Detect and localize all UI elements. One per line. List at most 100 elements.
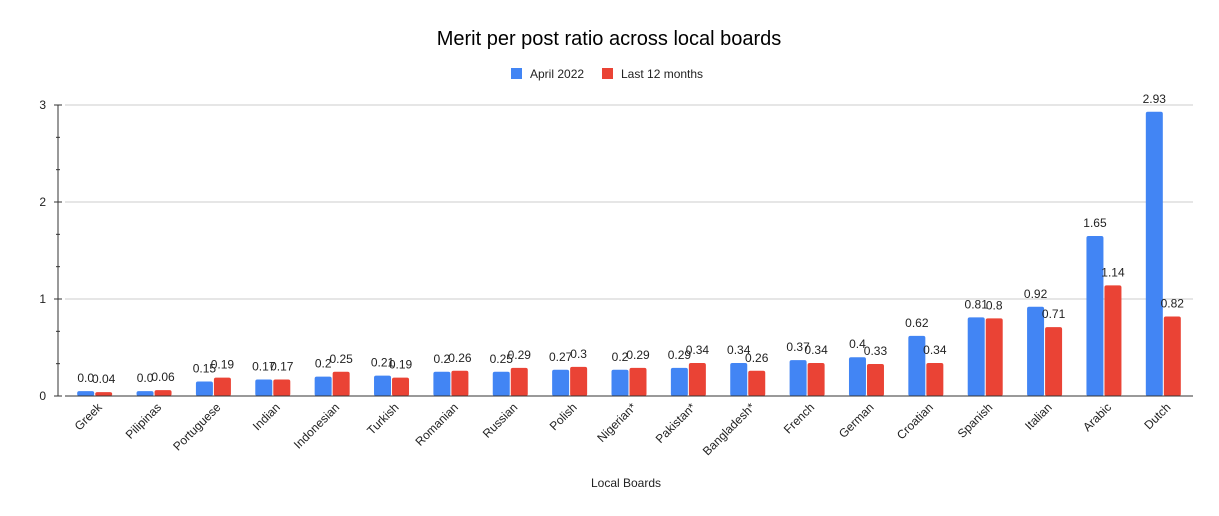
data-label-april-2022-indian: 0.17 <box>252 360 276 374</box>
bar-last-12-months-portuguese <box>213 377 231 396</box>
bar-april-2022-dutch <box>1145 111 1163 396</box>
bar-april-2022-pakistan <box>670 367 688 396</box>
bar-april-2022-spanish <box>967 317 985 396</box>
data-label-last-12-months-pakistan: 0.34 <box>686 343 710 357</box>
data-label-last-12-months-indonesian: 0.25 <box>329 352 353 366</box>
data-label-last-12-months-greek: 0.04 <box>92 372 116 386</box>
bar-last-12-months-indonesian <box>332 371 350 396</box>
x-tick-label-spanish: Spanish <box>955 400 996 441</box>
bar-last-12-months-pakistan <box>688 363 706 396</box>
bar-april-2022-indonesian <box>314 376 332 396</box>
bar-april-2022-german <box>848 357 866 396</box>
data-label-last-12-months-nigerian: 0.29 <box>626 348 650 362</box>
x-tick-label-arabic: Arabic <box>1080 400 1114 434</box>
chart-title: Merit per post ratio across local boards <box>437 28 782 50</box>
data-label-april-2022-nigerian: 0.2 <box>612 350 629 364</box>
bar-last-12-months-german <box>866 363 884 396</box>
data-label-april-2022-turkish: 0.21 <box>371 356 395 370</box>
legend-label-last-12-months: Last 12 months <box>621 67 703 81</box>
data-label-last-12-months-bangladesh: 0.26 <box>745 351 769 365</box>
bar-april-2022-arabic <box>1086 235 1104 396</box>
bar-last-12-months-greek <box>95 392 113 396</box>
x-tick-label-italian: Italian <box>1022 400 1055 433</box>
x-tick-label-dutch: Dutch <box>1141 400 1173 432</box>
data-label-last-12-months-polish: 0.3 <box>570 347 587 361</box>
data-label-last-12-months-portuguese: 0.19 <box>211 358 235 372</box>
legend: April 2022 Last 12 months <box>511 67 703 81</box>
data-label-april-2022-italian: 0.92 <box>1024 287 1048 301</box>
bars <box>77 111 1181 396</box>
bar-last-12-months-nigerian <box>629 367 647 396</box>
legend-swatch-last-12-months <box>602 68 613 79</box>
gridlines <box>65 104 1193 300</box>
legend-swatch-april-2022 <box>511 68 522 79</box>
data-labels: 0.00.04 0.00.060.150.19 0.170.17 0.20.25 0.2… <box>77 92 1184 386</box>
data-label-last-12-months-pilipinas: 0.06 <box>151 370 175 384</box>
data-label-april-2022-portuguese: 0.15 <box>193 361 217 375</box>
data-label-last-12-months-italian: 0.71 <box>1042 307 1066 321</box>
bar-april-2022-portuguese <box>195 381 213 396</box>
bar-april-2022-polish <box>552 369 570 396</box>
bar-april-2022-nigerian <box>611 369 629 396</box>
x-tick-label-polish: Polish <box>547 400 580 433</box>
bar-last-12-months-croatian <box>926 363 944 396</box>
x-tick-label-pakistan: Pakistan* <box>653 400 699 446</box>
data-label-april-2022-pakistan: 0.29 <box>668 348 692 362</box>
bar-last-12-months-indian <box>273 379 291 396</box>
data-label-april-2022-romanian: 0.2 <box>434 352 451 366</box>
data-label-april-2022-greek: 0.0 <box>77 371 94 385</box>
data-label-april-2022-french: 0.37 <box>786 340 810 354</box>
bar-last-12-months-french <box>807 363 825 396</box>
data-label-last-12-months-romanian: 0.26 <box>448 351 472 365</box>
x-axis-categories: Greek Pilipinas Portuguese Indian Indonesian… <box>72 400 1174 459</box>
x-tick-label-pilipinas: Pilipinas <box>123 400 165 442</box>
bar-april-2022-greek <box>77 391 95 396</box>
bar-last-12-months-bangladesh <box>748 370 766 396</box>
data-label-last-12-months-turkish: 0.19 <box>389 358 413 372</box>
data-label-last-12-months-croatian: 0.34 <box>923 343 947 357</box>
bar-last-12-months-turkish <box>392 377 410 396</box>
bar-april-2022-turkish <box>374 375 392 396</box>
data-label-april-2022-indonesian: 0.2 <box>315 357 332 371</box>
bar-april-2022-indian <box>255 379 273 396</box>
y-tick-label: 2 <box>39 195 46 209</box>
x-tick-label-greek: Greek <box>72 400 106 434</box>
data-label-april-2022-spanish: 0.81 <box>965 297 989 311</box>
data-label-last-12-months-arabic: 1.14 <box>1101 265 1125 279</box>
bar-april-2022-pilipinas <box>136 391 154 396</box>
bar-last-12-months-italian <box>1045 327 1063 396</box>
bar-last-12-months-polish <box>570 366 588 396</box>
bar-last-12-months-dutch <box>1163 316 1181 396</box>
x-tick-label-russian: Russian <box>480 400 521 441</box>
data-label-april-2022-dutch: 2.93 <box>1143 92 1167 106</box>
y-tick-label: 3 <box>39 98 46 112</box>
data-label-last-12-months-russian: 0.29 <box>508 348 532 362</box>
data-label-last-12-months-spanish: 0.8 <box>986 298 1003 312</box>
bar-last-12-months-spanish <box>985 318 1003 396</box>
data-label-april-2022-russian: 0.25 <box>490 352 514 366</box>
data-label-last-12-months-dutch: 0.82 <box>1161 296 1185 310</box>
x-tick-label-french: French <box>781 400 817 436</box>
data-label-april-2022-croatian: 0.62 <box>905 316 929 330</box>
data-label-april-2022-polish: 0.27 <box>549 350 573 364</box>
bar-april-2022-italian <box>1027 306 1045 396</box>
x-tick-label-german: German <box>836 400 877 441</box>
x-tick-label-nigerian: Nigerian* <box>594 400 639 445</box>
data-label-last-12-months-german: 0.33 <box>864 344 888 358</box>
data-label-april-2022-bangladesh: 0.34 <box>727 343 751 357</box>
bar-april-2022-croatian <box>908 335 926 396</box>
data-label-april-2022-arabic: 1.65 <box>1083 216 1107 230</box>
x-tick-label-turkish: Turkish <box>364 400 401 437</box>
bar-last-12-months-pilipinas <box>154 390 172 396</box>
x-tick-label-portuguese: Portuguese <box>170 400 224 454</box>
legend-label-april-2022: April 2022 <box>530 67 584 81</box>
y-axis-ticks: 0 1 2 3 <box>39 98 62 403</box>
y-tick-label: 1 <box>39 292 46 306</box>
bar-april-2022-russian <box>492 371 510 396</box>
data-label-last-12-months-indian: 0.17 <box>270 360 294 374</box>
x-tick-label-romanian: Romanian <box>412 400 461 449</box>
bar-april-2022-french <box>789 360 807 396</box>
bar-last-12-months-romanian <box>451 370 469 396</box>
bar-april-2022-romanian <box>433 371 451 396</box>
y-tick-label: 0 <box>39 389 46 403</box>
